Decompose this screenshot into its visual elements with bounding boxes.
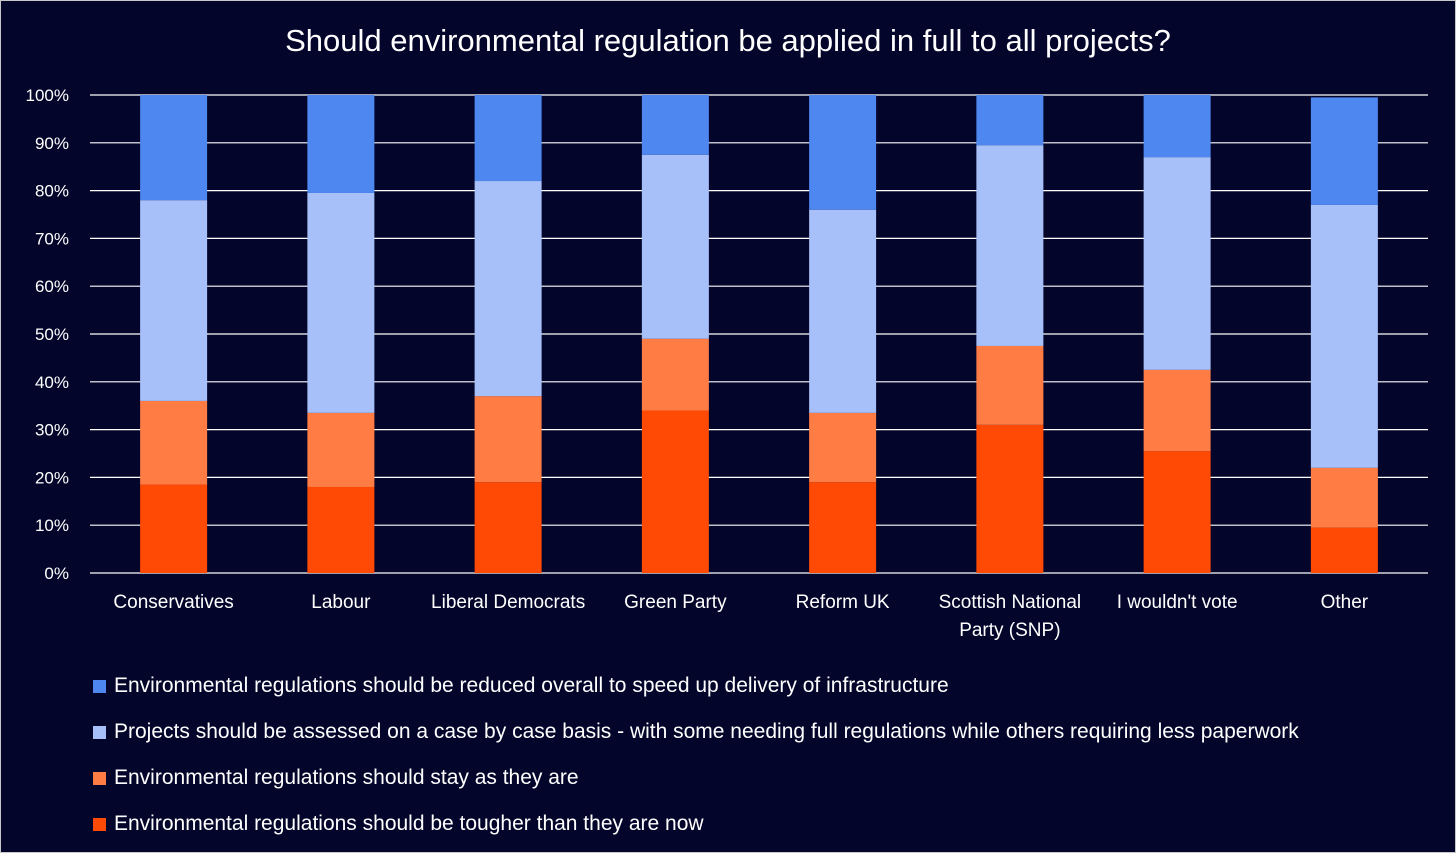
- x-category-label: Labour: [311, 592, 371, 613]
- bar-segment: [1143, 95, 1211, 158]
- bar-segment: [474, 181, 542, 397]
- y-tick-label: 10%: [35, 516, 69, 535]
- y-tick-label: 90%: [35, 134, 69, 153]
- bar-segment: [976, 424, 1044, 573]
- x-category-label: Scottish National Party (SNP): [939, 592, 1082, 641]
- x-category-label: Reform UK: [796, 592, 890, 613]
- legend-swatch-stay: [93, 771, 106, 785]
- bar-segment: [976, 145, 1044, 346]
- stacked-bar-chart: 0% 10% 20% 30% 40% 50% 60% 70% 80% 90% 100% Conserv…: [26, 86, 1428, 641]
- legend-swatch-case-by-case: [93, 725, 106, 739]
- legend-item-case-by-case: Projects should be assessed on a case by…: [93, 709, 1299, 755]
- legend-swatch-reduced: [93, 679, 106, 693]
- y-tick-label: 30%: [35, 421, 69, 440]
- legend-label-reduced: Environmental regulations should be redu…: [114, 674, 949, 697]
- bar-segment: [1143, 157, 1211, 370]
- legend-swatch-tougher: [93, 817, 106, 831]
- y-tick-label: 100%: [26, 86, 69, 105]
- x-category-label: Green Party: [624, 592, 727, 613]
- bar-segment: [1143, 369, 1211, 452]
- bar-segment: [809, 482, 877, 573]
- bar-segment: [307, 192, 375, 413]
- y-tick-label: 0%: [44, 564, 69, 583]
- x-category-label: Liberal Democrats: [431, 592, 585, 613]
- chart-title: Should environmental regulation be appli…: [285, 23, 1171, 58]
- legend-item-tougher: Environmental regulations should be toug…: [93, 801, 1299, 847]
- x-category-label: I wouldn't vote: [1117, 592, 1238, 613]
- bar-segment: [140, 95, 208, 201]
- bar-segment: [474, 482, 542, 573]
- bar-segment: [307, 95, 375, 193]
- y-tick-label: 50%: [35, 325, 69, 344]
- bar-segment: [1310, 97, 1378, 205]
- bar-segment: [641, 95, 709, 155]
- bar-segment: [1310, 467, 1378, 528]
- y-tick-label: 40%: [35, 373, 69, 392]
- y-tick-label: 20%: [35, 468, 69, 487]
- y-tick-label: 70%: [35, 229, 69, 248]
- bar-segment: [140, 400, 208, 485]
- legend-item-stay: Environmental regulations should stay as…: [93, 755, 1299, 801]
- bar-segment: [809, 95, 877, 210]
- legend-label-stay: Environmental regulations should stay as…: [114, 766, 579, 789]
- bar-segment: [641, 154, 709, 339]
- bar-segment: [474, 396, 542, 483]
- bar-segment: [474, 95, 542, 182]
- x-category-label: Other: [1321, 592, 1369, 613]
- bar-segment: [307, 412, 375, 487]
- bar-segment: [641, 410, 709, 573]
- legend-label-case-by-case: Projects should be assessed on a case by…: [114, 720, 1299, 743]
- bar-segment: [140, 200, 208, 401]
- bar-segment: [1143, 451, 1211, 573]
- y-tick-label: 80%: [35, 182, 69, 201]
- bar-segment: [140, 484, 208, 573]
- bar-segment: [641, 338, 709, 411]
- legend-item-reduced: Environmental regulations should be redu…: [93, 663, 1299, 709]
- bar-segment: [809, 209, 877, 413]
- bar-segment: [976, 95, 1044, 146]
- bar-segment: [1310, 204, 1378, 468]
- bar-segment: [307, 486, 375, 573]
- y-tick-label: 60%: [35, 277, 69, 296]
- bar-segment: [1310, 527, 1378, 573]
- bar-segment: [976, 345, 1044, 425]
- x-category-label: Conservatives: [113, 592, 233, 613]
- legend-label-tougher: Environmental regulations should be toug…: [114, 812, 704, 835]
- bar-segment: [809, 412, 877, 483]
- legend: Environmental regulations should be redu…: [93, 663, 1299, 847]
